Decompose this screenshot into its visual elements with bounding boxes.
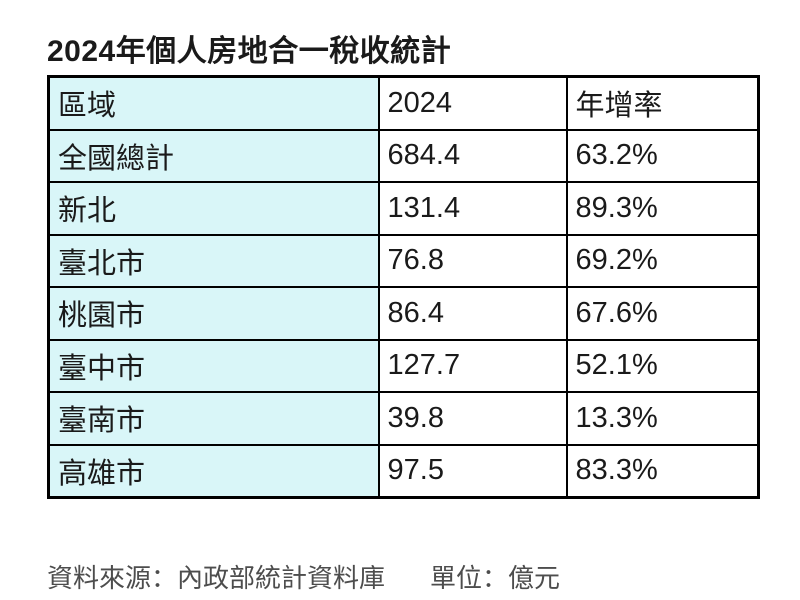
yoy-cell: 89.3%: [565, 181, 760, 236]
yoy-cell: 52.1%: [565, 338, 760, 393]
table-row: 新北 131.4 89.3%: [47, 181, 760, 236]
table-row: 臺中市 127.7 52.1%: [47, 338, 760, 393]
value-cell: 127.7: [377, 338, 568, 393]
value-cell: 131.4: [377, 181, 568, 236]
yoy-cell: 83.3%: [565, 443, 760, 499]
yoy-cell: 67.6%: [565, 286, 760, 341]
unit-label: 單位：億元: [430, 563, 561, 593]
value-cell: 684.4: [377, 128, 568, 183]
yoy-cell: 13.3%: [565, 391, 760, 446]
region-cell: 臺中市: [47, 338, 380, 393]
table-header-row: 區域 2024 年增率: [47, 75, 760, 131]
footnote: 資料來源：內政部統計資料庫 單位：億元: [47, 558, 560, 595]
table-row: 桃園市 86.4 67.6%: [47, 286, 760, 341]
value-cell: 86.4: [377, 286, 568, 341]
page-title: 2024年個人房地合一稅收統計: [47, 35, 452, 68]
data-source-label: 資料來源：內政部統計資料庫: [47, 563, 386, 593]
value-cell: 97.5: [377, 443, 568, 499]
yoy-cell: 69.2%: [565, 233, 760, 288]
table-row: 高雄市 97.5 83.3%: [47, 443, 760, 499]
column-header-region: 區域: [47, 75, 380, 131]
region-cell: 新北: [47, 181, 380, 236]
table-row: 全國總計 684.4 63.2%: [47, 128, 760, 183]
column-header-yoy: 年增率: [565, 75, 760, 131]
tax-statistics-table: 區域 2024 年增率 全國總計 684.4 63.2% 新北 131.4 89…: [47, 75, 760, 499]
yoy-cell: 63.2%: [565, 128, 760, 183]
table-row: 臺北市 76.8 69.2%: [47, 233, 760, 288]
region-cell: 全國總計: [47, 128, 380, 183]
region-cell: 高雄市: [47, 443, 380, 499]
value-cell: 39.8: [377, 391, 568, 446]
region-cell: 桃園市: [47, 286, 380, 341]
table-row: 臺南市 39.8 13.3%: [47, 391, 760, 446]
value-cell: 76.8: [377, 233, 568, 288]
region-cell: 臺北市: [47, 233, 380, 288]
column-header-2024: 2024: [377, 75, 568, 131]
region-cell: 臺南市: [47, 391, 380, 446]
